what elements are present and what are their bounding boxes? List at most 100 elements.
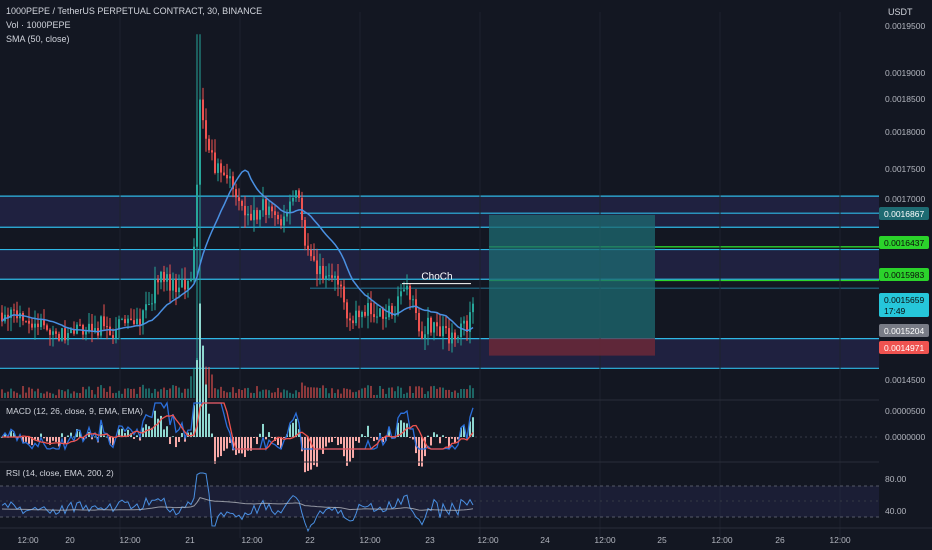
macd-histogram-bar (166, 426, 168, 437)
candle-body (424, 334, 426, 339)
candle-body (199, 99, 201, 185)
macd-histogram-bar (271, 437, 273, 438)
position-target-box[interactable] (489, 214, 655, 339)
candle-body (427, 317, 429, 335)
volume-bar (61, 390, 63, 398)
volume-bar (142, 384, 144, 398)
sma-legend[interactable]: SMA (50, close) (6, 34, 70, 44)
choch-annotation[interactable]: ChoCh (402, 272, 471, 285)
candle-body (445, 326, 447, 329)
candle-body (232, 176, 234, 190)
macd-histogram-bar (220, 437, 222, 457)
candle-body (208, 138, 210, 151)
volume-bar (466, 389, 468, 398)
time-tick-label: 26 (775, 535, 785, 545)
candle-body (103, 316, 105, 327)
volume-bar (19, 394, 21, 398)
time-tick-label: 21 (185, 535, 195, 545)
volume-bar (250, 392, 252, 398)
macd-histogram-bar (259, 433, 261, 437)
volume-bar (454, 390, 456, 398)
macd-histogram-bar (397, 422, 399, 437)
volume-bar (337, 389, 339, 398)
macd-histogram-bar (337, 437, 339, 446)
macd-histogram-bar (238, 437, 240, 454)
volume-legend[interactable]: Vol · 1000PEPE (6, 20, 71, 30)
candle-body (283, 216, 285, 226)
candle-body (166, 274, 168, 282)
candle-body (175, 279, 177, 293)
candle-body (385, 317, 387, 319)
macd-histogram-bar (202, 345, 204, 437)
volume-bar (313, 387, 315, 398)
candle-body (118, 319, 120, 330)
rsi-line (1, 472, 474, 533)
volume-bar (223, 390, 225, 398)
volume-bar (217, 389, 219, 398)
macd-histogram-bar (64, 437, 66, 443)
y-tick-label: 0.0014500 (885, 375, 925, 385)
candle-body (223, 172, 225, 175)
volume-bar (193, 367, 195, 398)
candle-body (133, 320, 135, 324)
volume-bar (388, 387, 390, 398)
rsi-title: RSI (14, close, EMA, 200, 2) (6, 468, 114, 478)
volume-bar (79, 393, 81, 398)
volume-bar (235, 392, 237, 398)
candle-body (205, 120, 207, 139)
volume-bar (181, 392, 183, 398)
time-tick-label: 23 (425, 535, 435, 545)
candle-body (286, 212, 288, 217)
macd-histogram-bar (457, 437, 459, 440)
volume-bar (73, 391, 75, 398)
symbol-title[interactable]: 1000PEPE / TetherUS PERPETUAL CONTRACT, … (6, 6, 263, 16)
position-stop-box[interactable] (489, 338, 655, 356)
macd-histogram-bar (244, 437, 246, 457)
volume-bar (91, 389, 93, 398)
volume-bar (406, 392, 408, 398)
candle-body (85, 331, 87, 335)
volume-bar (259, 391, 261, 398)
macd-histogram-bar (373, 437, 375, 442)
volume-bar (409, 386, 411, 398)
macd-histogram-bar (130, 433, 132, 437)
volume-bar (271, 392, 273, 398)
time-tick-label: 12:00 (829, 535, 851, 545)
macd-histogram-bar (421, 437, 423, 467)
candle-body (457, 337, 459, 340)
candle-body (295, 190, 297, 198)
candle-body (421, 331, 423, 339)
macd-histogram-bar (445, 437, 447, 439)
volume-bar (394, 391, 396, 398)
volume-bar (319, 388, 321, 398)
candle-body (439, 326, 441, 337)
volume-bar (424, 393, 426, 398)
volume-bar (241, 389, 243, 398)
volume-bar (445, 389, 447, 398)
candle-body (442, 326, 444, 337)
candle-body (325, 275, 327, 280)
macd-histogram-bar (472, 417, 474, 437)
volume-bar (100, 385, 102, 398)
volume-bar (214, 388, 216, 398)
currency-label: USDT (888, 7, 913, 17)
long-position-tool[interactable] (489, 214, 655, 356)
candle-body (451, 332, 453, 344)
candle-body (391, 305, 393, 316)
macd-histogram-bar (367, 425, 369, 437)
volume-bar (55, 395, 57, 398)
macd-histogram-bar (289, 424, 291, 437)
volume-bar (436, 388, 438, 398)
price-axis[interactable]: 0.0019500 0.0019000 0.0018500 0.0018000 … (879, 21, 929, 516)
volume-bar (175, 385, 177, 398)
candle-body (277, 215, 279, 220)
volume-bar (472, 388, 474, 398)
time-tick-label: 12:00 (594, 535, 616, 545)
macd-histogram-bar (103, 435, 105, 437)
time-axis[interactable]: 12:00 20 12:00 21 12:00 22 12:00 23 12:00 24 12:00… (0, 527, 932, 545)
candle-body (334, 275, 336, 278)
time-tick-label: 12:00 (477, 535, 499, 545)
candle-body (310, 249, 312, 257)
candle-body (373, 314, 375, 318)
